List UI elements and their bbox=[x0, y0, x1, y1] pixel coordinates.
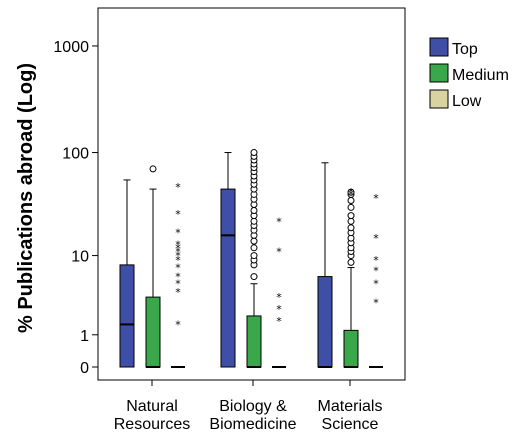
extreme-point: * bbox=[348, 188, 354, 201]
iqr-box bbox=[317, 276, 333, 368]
y-axis-label: % Publications abroad (Log) bbox=[15, 63, 37, 333]
y-tick-label: 1 bbox=[80, 328, 89, 345]
legend-label-low: Low bbox=[452, 93, 482, 110]
outlier-point bbox=[250, 273, 258, 281]
outlier-point bbox=[347, 188, 355, 196]
extreme-point: * bbox=[175, 208, 181, 221]
outlier-point bbox=[250, 237, 258, 245]
extreme-point: * bbox=[373, 297, 379, 310]
legend-swatch-top bbox=[429, 37, 449, 57]
extreme-point: * bbox=[175, 271, 181, 284]
extreme-point: * bbox=[276, 291, 282, 304]
extreme-point: * bbox=[175, 286, 181, 299]
outlier-point bbox=[149, 165, 157, 173]
outlier-point bbox=[250, 217, 258, 225]
extreme-point: * bbox=[373, 232, 379, 245]
outlier-point bbox=[250, 244, 258, 252]
x-category-label: Natural bbox=[126, 398, 178, 415]
outlier-point bbox=[347, 224, 355, 232]
box-top-1 bbox=[119, 179, 135, 368]
x-category-label: Resources bbox=[114, 416, 190, 433]
outlier-point bbox=[250, 207, 258, 215]
extreme-point: * bbox=[175, 181, 181, 194]
extreme-point: * bbox=[175, 278, 181, 291]
box-series: ************************** bbox=[119, 149, 383, 368]
iqr-box bbox=[343, 329, 359, 368]
box-low-2: ***** bbox=[272, 215, 286, 368]
y-tick-label: 1000 bbox=[53, 39, 89, 56]
outlier-point bbox=[347, 203, 355, 211]
extreme-point: * bbox=[175, 250, 181, 263]
legend-label-top: Top bbox=[452, 41, 478, 58]
x-category-label: Biomedicine bbox=[209, 416, 296, 433]
legend-swatch-low bbox=[429, 89, 449, 109]
extreme-point: * bbox=[373, 264, 379, 277]
outlier-point bbox=[347, 258, 355, 266]
legend: Top Medium Low bbox=[429, 37, 509, 110]
extreme-point: * bbox=[276, 315, 282, 328]
x-category-label: Biology & bbox=[219, 398, 287, 415]
iqr-box bbox=[220, 188, 236, 368]
legend-label-medium: Medium bbox=[452, 67, 509, 84]
extreme-point: * bbox=[373, 254, 379, 267]
extreme-point: * bbox=[175, 246, 181, 259]
iqr-box bbox=[246, 315, 262, 368]
outlier-point bbox=[250, 149, 258, 157]
extreme-point: * bbox=[276, 215, 282, 228]
y-tick-label: 0 bbox=[80, 360, 89, 377]
y-axis: 0 1 10 100 1000 bbox=[53, 39, 98, 377]
box-low-3: ****** bbox=[369, 192, 383, 368]
box-low-1: ************* bbox=[171, 181, 185, 368]
extreme-point: * bbox=[175, 242, 181, 255]
extreme-point: * bbox=[373, 192, 379, 205]
extreme-point: * bbox=[175, 227, 181, 240]
box-medium-2 bbox=[246, 149, 262, 368]
extreme-point: * bbox=[175, 318, 181, 331]
x-category-label: Materials bbox=[318, 398, 383, 415]
plot-border bbox=[97, 7, 406, 381]
box-medium-3: ** bbox=[343, 186, 359, 368]
extreme-point: * bbox=[276, 246, 282, 259]
extreme-point: * bbox=[373, 278, 379, 291]
legend-swatch-medium bbox=[429, 63, 449, 83]
plot-area bbox=[97, 7, 406, 381]
extreme-point: * bbox=[175, 254, 181, 267]
box-medium-1 bbox=[145, 165, 161, 368]
x-category-label: Science bbox=[322, 416, 379, 433]
iqr-box bbox=[119, 264, 135, 368]
box-top-2 bbox=[220, 152, 236, 368]
outlier-point bbox=[347, 212, 355, 220]
y-tick-label: 100 bbox=[62, 146, 89, 163]
box-top-3 bbox=[317, 162, 333, 368]
extreme-point: * bbox=[348, 186, 354, 199]
outlier-point bbox=[250, 252, 258, 260]
extreme-point: * bbox=[175, 262, 181, 275]
extreme-point: * bbox=[175, 238, 181, 251]
y-tick-label: 10 bbox=[71, 249, 89, 266]
iqr-box bbox=[145, 296, 161, 368]
outlier-point bbox=[347, 217, 355, 225]
extreme-point: * bbox=[276, 303, 282, 316]
